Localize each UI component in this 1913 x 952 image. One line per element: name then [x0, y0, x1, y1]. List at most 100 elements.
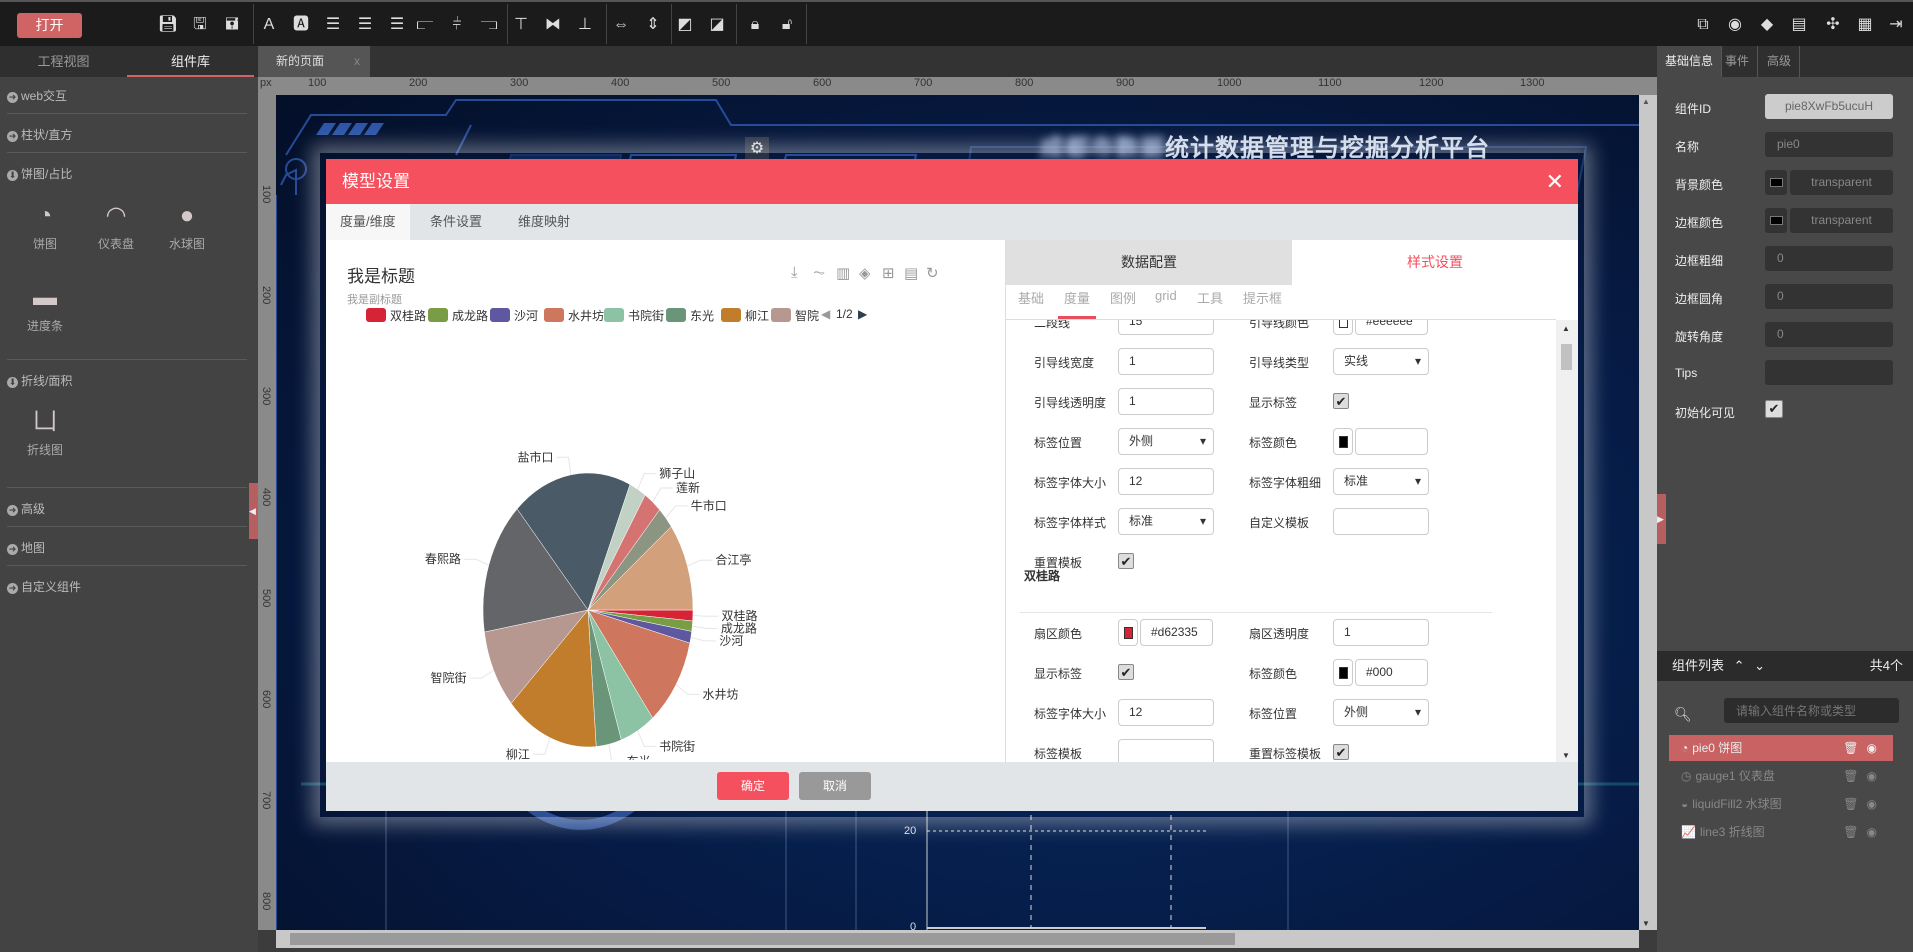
subtab-2[interactable]: 图例 [1110, 291, 1137, 306]
prop-input[interactable]: 0 [1765, 284, 1893, 309]
color-picker[interactable] [1333, 428, 1353, 455]
legend-item[interactable]: 成龙路 [428, 307, 488, 324]
trash-icon[interactable]: 🗑︎ [1843, 741, 1867, 755]
subtab-4[interactable]: 工具 [1197, 291, 1224, 306]
confirm-button[interactable]: 确定 [717, 772, 789, 800]
close-icon[interactable]: ✕ [1545, 169, 1564, 194]
eye-icon[interactable]: ◉ [1728, 16, 1742, 33]
data-view-icon[interactable]: ▤ [904, 265, 919, 282]
legend-item[interactable]: 水井坊 [544, 307, 604, 324]
logout-icon[interactable]: ⇥ [1889, 16, 1903, 33]
component-list-item[interactable]: 📈 line3 折线图 🗑︎◉ [1669, 819, 1893, 845]
tab-measure-dimension[interactable]: 度量/维度 [326, 204, 410, 240]
prop-input[interactable]: 0 [1765, 322, 1893, 347]
move-up-icon[interactable]: ⌃ [1733, 658, 1745, 673]
category-custom[interactable]: ➜ 自定义组件 [7, 578, 81, 595]
component-progress[interactable]: ▬ 进度条 [15, 283, 75, 334]
component-gauge[interactable]: ◠ 仪表盘 [86, 201, 146, 252]
stack-icon[interactable]: ◈ [859, 265, 871, 282]
gear-icon[interactable]: ⚙ [745, 137, 769, 161]
align-top-edge-icon[interactable]: ⫍ [416, 16, 434, 33]
align-top-icon[interactable]: ⊤ [514, 16, 528, 33]
align-center-icon[interactable]: ☰ [357, 16, 373, 33]
category-map[interactable]: ➜ 地图 [7, 539, 45, 556]
collapse-right-handle[interactable]: ▶ [1657, 494, 1666, 544]
eye-icon[interactable]: ◉ [1866, 797, 1885, 811]
tab-advanced[interactable]: 高级 [1759, 46, 1801, 77]
tab-events[interactable]: 事件 [1717, 46, 1759, 77]
bar-icon[interactable]: ▥ [836, 265, 851, 282]
checkbox[interactable]: ✔ [1333, 744, 1349, 760]
eye-icon[interactable]: ◉ [1866, 825, 1885, 839]
text-input[interactable]: 12 [1118, 699, 1214, 726]
save-as-icon[interactable]: 🖫 [193, 16, 207, 33]
distribute-v-icon[interactable]: ⇕ [646, 16, 660, 33]
text-input[interactable] [1118, 739, 1214, 762]
layout-icon[interactable]: ▤ [1791, 16, 1807, 33]
select-field[interactable]: 外侧 [1118, 428, 1214, 455]
font-bg-icon[interactable]: 🅰︎ [292, 16, 309, 33]
text-input[interactable]: 1 [1118, 348, 1214, 375]
tab-basic-info[interactable]: 基础信息 [1657, 46, 1723, 77]
category-line[interactable]: ⬇ 折线/面积 [7, 372, 72, 389]
component-pie[interactable]: ◔ 饼图 [15, 201, 75, 252]
font-underline-icon[interactable]: A [263, 16, 275, 33]
send-back-icon[interactable]: ◪ [709, 16, 725, 33]
open-button[interactable]: 打开 [17, 13, 82, 38]
tab-style-settings[interactable]: 样式设置 [1407, 254, 1463, 270]
move-down-icon[interactable]: ⌄ [1754, 658, 1766, 673]
select-field[interactable]: 标准 [1118, 508, 1214, 535]
category-advanced[interactable]: ➜ 高级 [7, 500, 45, 517]
select-field[interactable]: 标准 [1333, 468, 1429, 495]
component-liquidfill[interactable]: ● 水球图 [157, 201, 217, 252]
pie-slice[interactable] [587, 526, 694, 611]
color-input[interactable]: #d62335 [1140, 619, 1213, 646]
color-input[interactable]: transparent [1790, 208, 1893, 233]
subtab-0[interactable]: 基础 [1018, 291, 1045, 306]
fill-icon[interactable]: ◆ [1760, 16, 1774, 33]
legend-item[interactable]: 柳江 [721, 307, 769, 324]
color-picker[interactable] [1333, 320, 1353, 335]
eye-icon[interactable]: ◉ [1866, 769, 1885, 783]
subtab-3[interactable]: grid [1155, 288, 1177, 303]
align-hcenter-icon[interactable]: ⫩ [452, 16, 462, 33]
subtab-1[interactable]: 度量 [1064, 291, 1091, 306]
trash-icon[interactable]: 🗑︎ [1843, 825, 1867, 839]
save-all-icon[interactable]: 🖬 [225, 16, 239, 33]
pie-slice[interactable] [587, 609, 691, 719]
download-icon[interactable]: ⤓ [791, 264, 798, 281]
close-tab-icon[interactable]: x [354, 54, 360, 68]
grid-icon[interactable]: ⊞ [882, 265, 895, 282]
text-input[interactable]: 1 [1333, 619, 1429, 646]
vertical-scrollbar[interactable]: ▲ ▼ [1639, 95, 1657, 930]
category-pie[interactable]: ⬇ 饼图/占比 [7, 165, 72, 182]
legend-item[interactable]: 书院街 [604, 307, 664, 324]
select-field[interactable]: 外侧 [1333, 699, 1429, 726]
prop-input[interactable]: pie0 [1765, 132, 1893, 157]
color-picker[interactable] [1765, 170, 1787, 195]
text-input[interactable]: 1 [1118, 388, 1214, 415]
checkbox[interactable]: ✔ [1118, 553, 1134, 569]
legend-item[interactable]: 东光 [666, 307, 714, 324]
tab-component-library[interactable]: 组件库 [127, 46, 254, 77]
color-input[interactable] [1355, 428, 1428, 455]
tab-data-config[interactable]: 数据配置 [1006, 240, 1292, 285]
prop-input[interactable] [1765, 360, 1893, 385]
line-icon[interactable]: ⏦ [813, 264, 826, 281]
distribute-h-icon[interactable]: ⇔ [613, 16, 629, 33]
text-input[interactable]: 12 [1118, 468, 1214, 495]
tab-new-page[interactable]: 新的页面 x [258, 46, 370, 77]
horizontal-scroll-thumb[interactable] [290, 933, 1235, 945]
legend-item[interactable]: 沙河 [490, 307, 538, 324]
color-picker[interactable] [1118, 619, 1138, 646]
align-left-icon[interactable]: ☰ [325, 16, 341, 33]
category-bar[interactable]: ➜ 柱状/直方 [7, 126, 72, 143]
tab-dimension-mapping[interactable]: 维度映射 [518, 214, 571, 229]
subtab-5[interactable]: 提示框 [1243, 291, 1283, 306]
component-list-item[interactable]: ◔ pie0 饼图 🗑︎◉ [1669, 735, 1893, 761]
color-input[interactable]: #eeeeee [1355, 320, 1428, 335]
collapse-left-handle[interactable]: ◀ [249, 483, 258, 539]
text-input[interactable]: 15 [1118, 320, 1214, 335]
checkbox[interactable]: ✔ [1333, 393, 1349, 409]
color-input[interactable]: transparent [1790, 170, 1893, 195]
